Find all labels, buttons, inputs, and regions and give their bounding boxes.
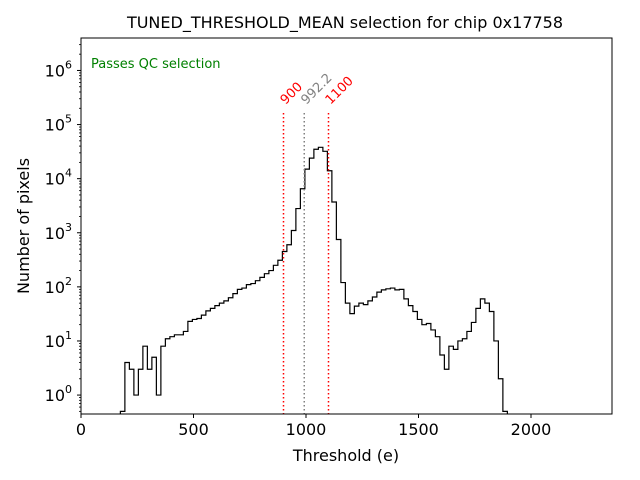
chart-title: TUNED_THRESHOLD_MEAN selection for chip … [126,13,563,33]
plot-frame [80,37,613,415]
x-axis-ticks: 0 500 1000 1500 2000 [76,414,551,439]
x-tick-label: 500 [178,420,209,439]
x-tick-label: 0 [76,420,86,439]
y-tick-label: 103 [45,221,72,243]
x-tick-label: 1500 [398,420,439,439]
y-tick-label: 102 [45,275,72,297]
y-tick-label: 101 [45,329,72,351]
y-tick-label: 104 [45,167,72,189]
y-axis-ticks: 100 101 102 103 104 105 106 [45,44,81,412]
y-tick-label: 105 [45,113,72,135]
x-tick-label: 1000 [286,420,327,439]
y-axis-label: Number of pixels [14,158,33,294]
qc-selection-annotation: Passes QC selection [91,57,221,72]
y-tick-label: 106 [45,58,72,80]
y-tick-label: 100 [45,383,72,405]
x-tick-label: 2000 [511,420,552,439]
histogram-series [119,146,508,414]
x-axis-label: Threshold (e) [292,446,399,465]
